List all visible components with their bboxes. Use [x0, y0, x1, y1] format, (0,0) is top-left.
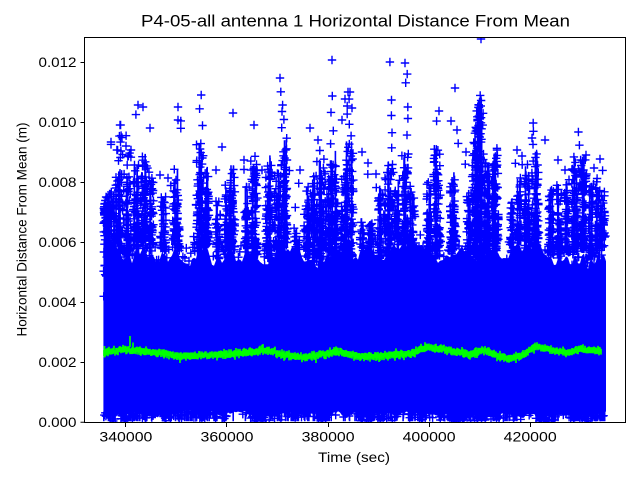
svg-text:0.010: 0.010 — [39, 114, 77, 130]
svg-text:P4-05-all antenna 1 Horizontal: P4-05-all antenna 1 Horizontal Distance … — [141, 11, 570, 30]
svg-text:Time (sec): Time (sec) — [318, 449, 390, 465]
svg-text:340000: 340000 — [99, 429, 152, 445]
svg-text:420000: 420000 — [504, 429, 557, 445]
svg-text:380000: 380000 — [302, 429, 355, 445]
svg-text:0.012: 0.012 — [39, 54, 77, 70]
svg-text:0.006: 0.006 — [39, 234, 77, 250]
svg-text:0.004: 0.004 — [39, 294, 77, 310]
svg-text:0.002: 0.002 — [39, 354, 77, 370]
svg-text:Horizontal Distance From Mean: Horizontal Distance From Mean (m) — [14, 123, 30, 337]
svg-text:0.000: 0.000 — [39, 414, 77, 430]
svg-text:400000: 400000 — [403, 429, 456, 445]
svg-text:0.008: 0.008 — [39, 174, 77, 190]
svg-text:360000: 360000 — [201, 429, 254, 445]
